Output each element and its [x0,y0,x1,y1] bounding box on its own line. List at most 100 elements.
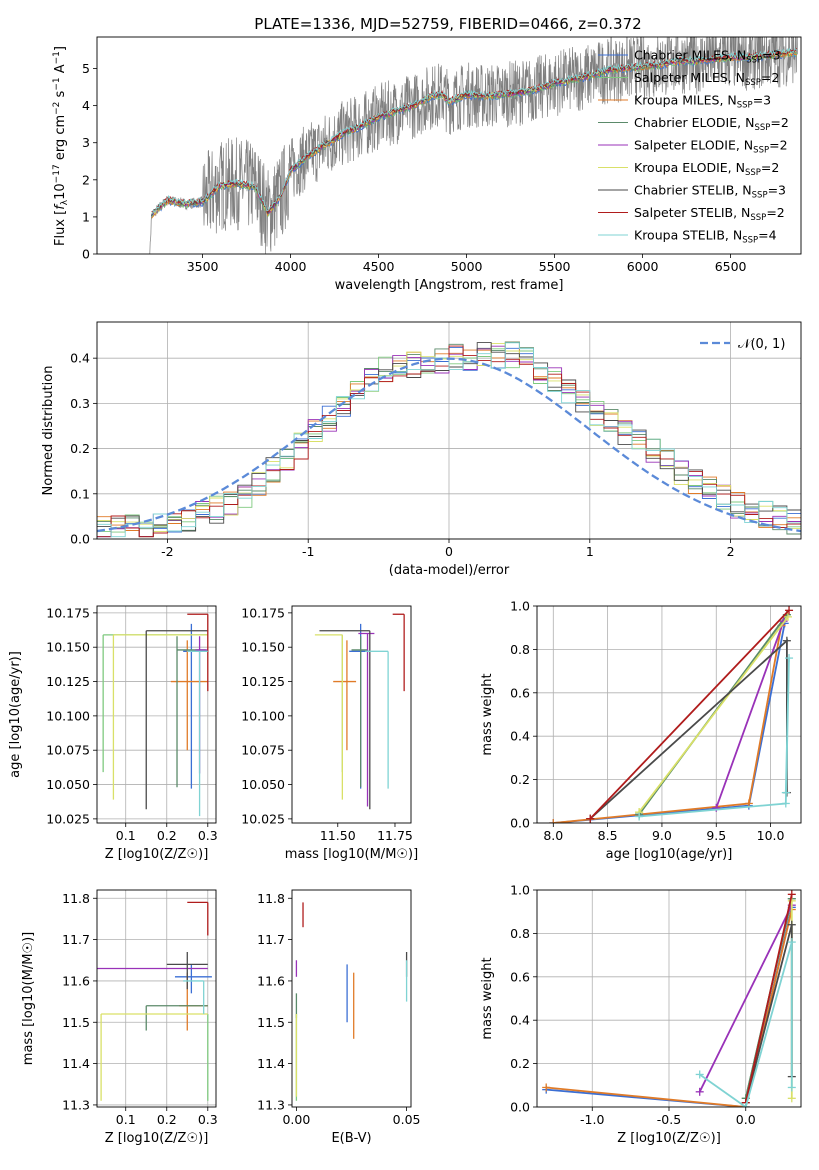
weight-marker [787,920,796,929]
axes-frame [291,605,412,824]
axes-frame [96,36,802,255]
errorbar-point [349,623,370,789]
y-tick-label: 2 [82,172,90,187]
y-tick-label: 0.4 [510,1013,530,1028]
y-tick-label: 11.8 [257,891,285,906]
weight-line [546,909,793,1107]
normal-reference-curve [97,357,801,533]
x-tick-label: 8.5 [598,828,618,843]
plot-area [97,322,801,539]
legend-entry: Kroupa ELODIE, NSSP=2 [634,160,779,178]
x-axis-label: Z [log10(Z/Z☉)] [105,1131,209,1146]
y-tick-label: 3 [82,135,90,150]
legend-entry: Chabrier ELODIE, NSSP=2 [634,115,789,133]
y-tick-label: 0.4 [70,351,90,366]
plot-area [314,613,405,810]
axes-root: 3500 4000 4500 5000 5500 6000 6500 0 1 2 3 4 5 wavele… [8,36,802,1146]
y-axis-label: age [log10(age/yr)] [8,651,23,778]
plot-area [97,606,216,823]
y-tick-label: 1.0 [510,883,530,898]
x-tick-label: 5000 [451,259,483,274]
y-tick-label: 5 [82,61,90,76]
y-tick-label: 11.7 [62,932,90,947]
legend-entry: Chabrier MILES, NSSP=3 [634,48,781,66]
errorbar-point [358,632,375,807]
y-tick-label: 10.075 [46,743,90,758]
legend-entry: Salpeter STELIB, NSSP=2 [634,205,785,223]
y-tick-label: 10.025 [46,811,90,826]
x-axis-label: age [log10(age/yr)] [606,847,733,862]
errorbar-point [333,640,357,751]
x-tick-label: 4500 [363,259,395,274]
plot-area [537,606,801,823]
y-tick-label: 11.3 [257,1097,285,1112]
plot-area [537,890,801,1107]
axes-mass_vs_ebv: 0.00 0.05 11.3 11.4 11.5 11.6 11.7 11.8 E(B-V) [257,889,421,1146]
errorbar-point [145,1005,208,1031]
x-tick-label: 2 [727,544,735,559]
y-tick-label: 0.6 [510,685,530,700]
weight-marker [783,612,792,621]
x-tick-label: 0.3 [198,828,218,843]
y-tick-label: 11.3 [62,1097,90,1112]
x-tick-label: 4000 [275,259,307,274]
weight-marker [785,606,794,615]
y-tick-label: 10.075 [241,743,285,758]
y-tick-label: 10.025 [241,811,285,826]
y-tick-label: 11.8 [62,891,90,906]
x-tick-label: 9.5 [706,828,726,843]
weight-line [589,638,788,820]
y-axis-label: mass weight [480,673,495,755]
legend-entry: Salpeter ELODIE, NSSP=2 [634,138,788,156]
x-tick-label: 0.05 [393,1112,421,1127]
errorbar-point [187,901,209,936]
weight-marker [635,812,644,821]
axes-frame [96,605,217,824]
x-tick-label: 0.00 [282,1112,310,1127]
axes-spectrum: 3500 4000 4500 5000 5500 6000 6500 0 1 2 3 4 5 wavele… [52,36,802,293]
y-tick-label: 1 [82,209,90,224]
x-tick-label: 0.1 [116,1112,136,1127]
weight-marker [741,1103,750,1107]
errorbar-point [166,952,208,990]
y-tick-label: 0.0 [510,1100,530,1115]
y-tick-label: 4 [82,98,90,113]
y-tick-label: 11.6 [62,973,90,988]
y-tick-label: 10.125 [241,674,285,689]
weight-marker [787,890,796,899]
weight-marker [787,938,796,947]
y-tick-label: 0.1 [70,486,90,501]
x-tick-label: 6000 [627,259,659,274]
x-axis-label: (data-model)/error [389,563,510,578]
model-line [151,47,798,214]
weight-marker [781,788,790,797]
weight-marker [782,636,791,645]
x-axis-label: E(B-V) [331,1131,371,1146]
y-tick-label: 0.8 [510,926,530,941]
errorbar-point [174,964,212,994]
weight-line [698,904,793,1093]
x-tick-label: 1 [586,544,594,559]
x-tick-label: 6500 [715,259,747,274]
weight-marker [695,1087,704,1096]
x-tick-label: 11.50 [320,828,356,843]
axes-frame [96,889,217,1108]
x-axis-label: wavelength [Angstrom, rest frame] [335,278,564,293]
y-axis-label: mass [log10(M/M☉)] [21,932,36,1065]
y-tick-label: 0 [82,247,90,262]
y-tick-label: 0.4 [510,729,530,744]
y-tick-label: 10.150 [46,640,90,655]
histogram-step [97,342,801,538]
axes-frame [536,605,802,824]
x-tick-label: 0.2 [157,1112,177,1127]
errorbar-point [392,613,405,692]
y-tick-label: 0.0 [70,532,90,547]
axes-age_vs_mass: 11.50 11.75 10.025 10.050 10.075 10.100 10.125… [241,605,418,862]
axes-frame [536,889,802,1108]
x-tick-label: 9.0 [652,828,672,843]
plot-area [97,890,216,1107]
errorbar-point [145,630,208,810]
y-tick-label: 11.5 [257,1015,285,1030]
x-tick-label: 11.75 [377,828,413,843]
